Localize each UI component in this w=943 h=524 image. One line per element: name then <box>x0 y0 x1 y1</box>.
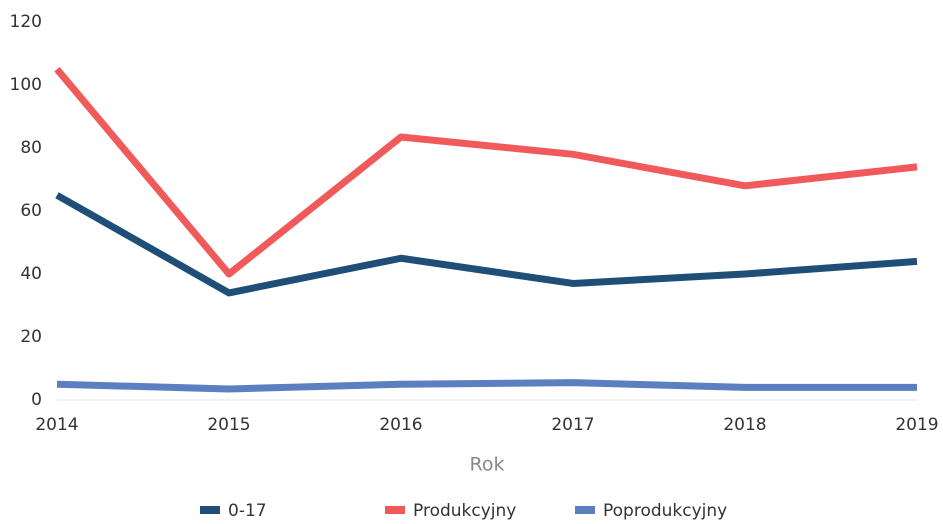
series-line <box>55 192 918 297</box>
x-tick-label: 2019 <box>895 415 938 435</box>
x-axis-title: Rok <box>470 454 505 476</box>
y-tick-label: 120 <box>10 12 42 32</box>
x-tick-label: 2017 <box>551 415 594 435</box>
y-tick-label: 0 <box>31 390 42 410</box>
legend-label: Poprodukcyjny <box>603 501 727 521</box>
x-tick-label: 2018 <box>723 415 766 435</box>
series-line <box>56 379 917 393</box>
legend-swatch <box>200 506 220 514</box>
x-tick-label: 2016 <box>379 415 422 435</box>
legend-label: 0-17 <box>228 501 267 521</box>
y-tick-label: 80 <box>20 138 42 158</box>
series-line <box>54 66 918 278</box>
x-tick-label: 2015 <box>207 415 250 435</box>
legend-swatch <box>575 506 595 514</box>
y-tick-label: 40 <box>20 264 42 284</box>
legend-swatch <box>385 506 405 514</box>
y-tick-label: 100 <box>10 75 42 95</box>
x-tick-label: 2014 <box>35 415 78 435</box>
legend-label: Produkcyjny <box>413 501 516 521</box>
y-tick-label: 20 <box>20 327 42 347</box>
y-tick-label: 60 <box>20 201 42 221</box>
